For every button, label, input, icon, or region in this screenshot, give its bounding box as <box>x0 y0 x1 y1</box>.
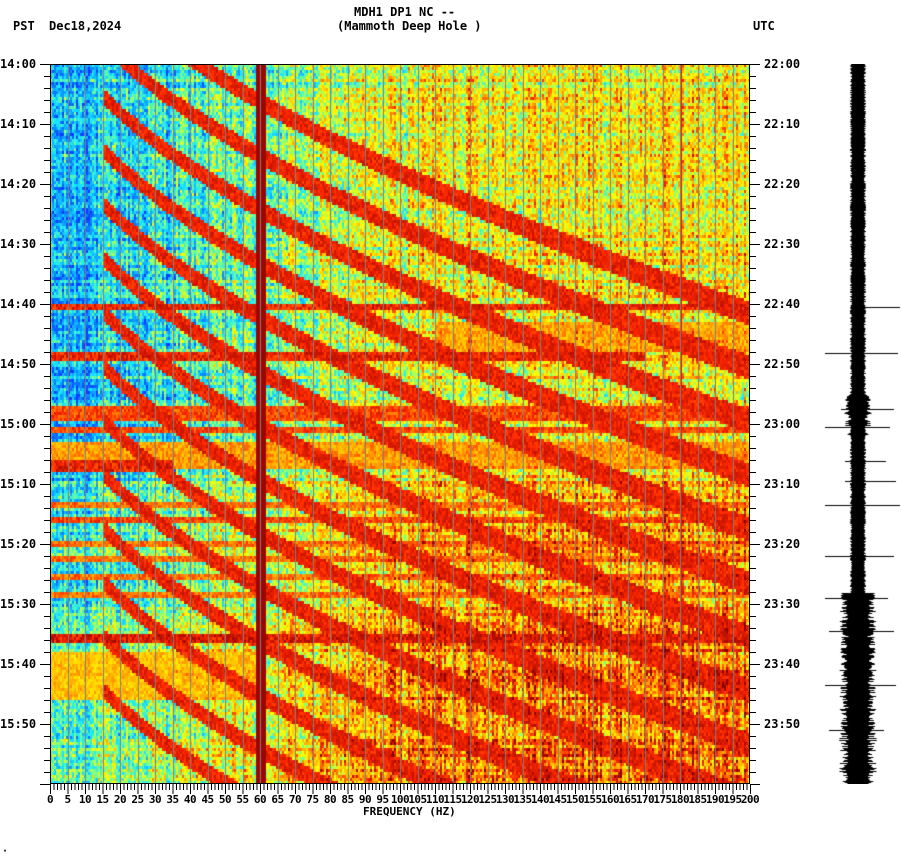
x-tick-label: 95 <box>376 793 389 806</box>
x-tick-label: 30 <box>148 793 162 806</box>
x-tick-label: 75 <box>306 793 319 806</box>
x-tick-label: 80 <box>323 793 337 806</box>
x-tick-label: 155 <box>583 793 602 806</box>
right-timezone-label: UTC <box>753 19 775 33</box>
y-tick-label-utc: 22:30 <box>764 237 801 251</box>
y-tick-label-pst: 15:10 <box>0 477 37 491</box>
spectrogram-heatmap <box>50 64 750 784</box>
y-tick-label-utc: 23:20 <box>764 537 801 551</box>
y-tick-label-utc: 22:40 <box>764 297 801 311</box>
left-timezone-label: PST <box>13 19 35 33</box>
x-tick-label: 190 <box>705 793 725 806</box>
x-tick-label: 40 <box>183 793 197 806</box>
x-tick-label: 90 <box>358 793 372 806</box>
station-name: (Mammoth Deep Hole ) <box>337 19 482 33</box>
x-tick-label: 35 <box>166 793 179 806</box>
y-tick-label-utc: 22:20 <box>764 177 801 191</box>
x-tick-label: 130 <box>495 793 515 806</box>
y-tick-label-pst: 15:40 <box>0 657 37 671</box>
x-tick-label: 0 <box>46 793 54 806</box>
x-tick-label: 145 <box>548 793 567 806</box>
y-tick-label-pst: 15:30 <box>0 597 37 611</box>
x-tick-label: 170 <box>635 793 655 806</box>
y-tick-label-pst: 14:20 <box>0 177 37 191</box>
x-tick-label: 125 <box>478 793 497 806</box>
y-tick-label-pst: 14:10 <box>0 117 37 131</box>
y-tick-label-utc: 23:10 <box>764 477 801 491</box>
x-tick-label: 10 <box>78 793 92 806</box>
x-axis-title: FREQUENCY (HZ) <box>363 805 456 818</box>
x-tick-label: 175 <box>653 793 672 806</box>
x-tick-label: 160 <box>600 793 620 806</box>
y-tick-label-utc: 22:50 <box>764 357 801 371</box>
x-tick-label: 195 <box>723 793 742 806</box>
x-tick-label: 200 <box>740 793 760 806</box>
y-tick-label-utc: 22:00 <box>764 57 801 71</box>
y-tick-label-pst: 15:20 <box>0 537 37 551</box>
x-tick-label: 120 <box>460 793 480 806</box>
x-tick-label: 115 <box>443 793 462 806</box>
y-tick-label-pst: 14:00 <box>0 57 37 71</box>
x-tick-label: 25 <box>131 793 144 806</box>
seismogram-trace <box>810 64 902 784</box>
x-tick-label: 110 <box>425 793 445 806</box>
corner-mark: · <box>2 846 9 857</box>
x-tick-label: 105 <box>408 793 427 806</box>
y-tick-label-utc: 22:10 <box>764 117 801 131</box>
y-tick-label-utc: 23:50 <box>764 717 801 731</box>
x-tick-label: 45 <box>201 793 214 806</box>
y-tick-label-utc: 23:40 <box>764 657 801 671</box>
x-tick-label: 135 <box>513 793 532 806</box>
x-tick-label: 5 <box>64 793 71 806</box>
x-tick-label: 180 <box>670 793 690 806</box>
x-tick-label: 15 <box>96 793 109 806</box>
y-tick-label-pst: 14:50 <box>0 357 37 371</box>
x-tick-label: 150 <box>565 793 585 806</box>
x-tick-label: 50 <box>218 793 232 806</box>
station-line: MDH1 DP1 NC -- <box>354 5 456 19</box>
x-tick-label: 165 <box>618 793 637 806</box>
x-tick-label: 65 <box>271 793 284 806</box>
x-tick-label: 185 <box>688 793 707 806</box>
x-tick-label: 20 <box>113 793 127 806</box>
y-tick-label-pst: 15:00 <box>0 417 37 431</box>
date-label: Dec18,2024 <box>49 19 122 33</box>
y-tick-label-pst: 15:50 <box>0 717 37 731</box>
x-tick-label: 70 <box>288 793 302 806</box>
y-tick-label-utc: 23:00 <box>764 417 801 431</box>
x-tick-label: 100 <box>390 793 410 806</box>
x-tick-label: 55 <box>236 793 249 806</box>
y-tick-label-pst: 14:30 <box>0 237 37 251</box>
x-tick-label: 140 <box>530 793 550 806</box>
y-tick-label-pst: 14:40 <box>0 297 37 311</box>
x-tick-label: 60 <box>253 793 267 806</box>
y-tick-label-utc: 23:30 <box>764 597 801 611</box>
x-tick-label: 85 <box>341 793 354 806</box>
